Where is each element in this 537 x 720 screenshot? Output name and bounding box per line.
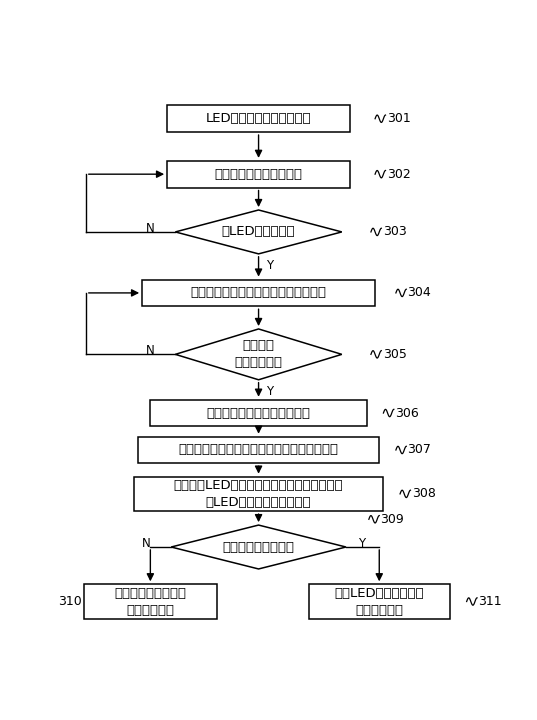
Text: N: N xyxy=(146,222,155,235)
Polygon shape xyxy=(175,210,342,254)
FancyBboxPatch shape xyxy=(142,279,375,306)
Text: 平均值在
有效范围内？: 平均值在 有效范围内？ xyxy=(235,339,282,369)
Text: 308: 308 xyxy=(412,487,436,500)
Polygon shape xyxy=(171,525,346,569)
Text: 309: 309 xyxy=(381,513,404,526)
Text: 判定LED模组类型为初
步确定的类型: 判定LED模组类型为初 步确定的类型 xyxy=(335,587,424,616)
FancyBboxPatch shape xyxy=(150,400,367,426)
Text: 303: 303 xyxy=(382,225,407,238)
Text: 连续读取多个输出电压值，计算平均值: 连续读取多个输出电压值，计算平均值 xyxy=(191,287,326,300)
Text: 有LED模组接入？: 有LED模组接入？ xyxy=(222,225,295,238)
Text: 逐渐增加LED模组的驱动电流，在该过程中读
取LED模组的实际工作电流: 逐渐增加LED模组的驱动电流，在该过程中读 取LED模组的实际工作电流 xyxy=(174,479,343,509)
Text: Y: Y xyxy=(359,537,366,550)
Text: 310: 310 xyxy=(58,595,82,608)
Text: 306: 306 xyxy=(395,407,419,420)
Text: 实际工作电流正常？: 实际工作电流正常？ xyxy=(222,541,295,554)
FancyBboxPatch shape xyxy=(134,477,383,511)
Text: LED模组识别装置上电工作: LED模组识别装置上电工作 xyxy=(206,112,311,125)
Text: 停止施加驱动电流，
输出报警信号: 停止施加驱动电流， 输出报警信号 xyxy=(114,587,186,616)
Text: 根据平均值初步确定模组类型: 根据平均值初步确定模组类型 xyxy=(207,407,310,420)
Text: 302: 302 xyxy=(387,168,410,181)
Text: 305: 305 xyxy=(382,348,407,361)
Text: 311: 311 xyxy=(478,595,502,608)
FancyBboxPatch shape xyxy=(308,584,450,619)
Text: Y: Y xyxy=(266,259,273,272)
Text: N: N xyxy=(146,344,155,357)
FancyBboxPatch shape xyxy=(167,105,350,132)
Text: N: N xyxy=(142,537,150,550)
Polygon shape xyxy=(175,329,342,379)
FancyBboxPatch shape xyxy=(138,436,379,464)
FancyBboxPatch shape xyxy=(84,584,217,619)
Text: 304: 304 xyxy=(408,287,431,300)
Text: Y: Y xyxy=(266,384,273,398)
FancyBboxPatch shape xyxy=(167,161,350,188)
Text: 307: 307 xyxy=(408,444,431,456)
Text: 根据初步确定的模组类型施加驱动电流初始值: 根据初步确定的模组类型施加驱动电流初始值 xyxy=(179,444,338,456)
Text: 读取检测电路的输出电压: 读取检测电路的输出电压 xyxy=(215,168,302,181)
Text: 301: 301 xyxy=(387,112,410,125)
